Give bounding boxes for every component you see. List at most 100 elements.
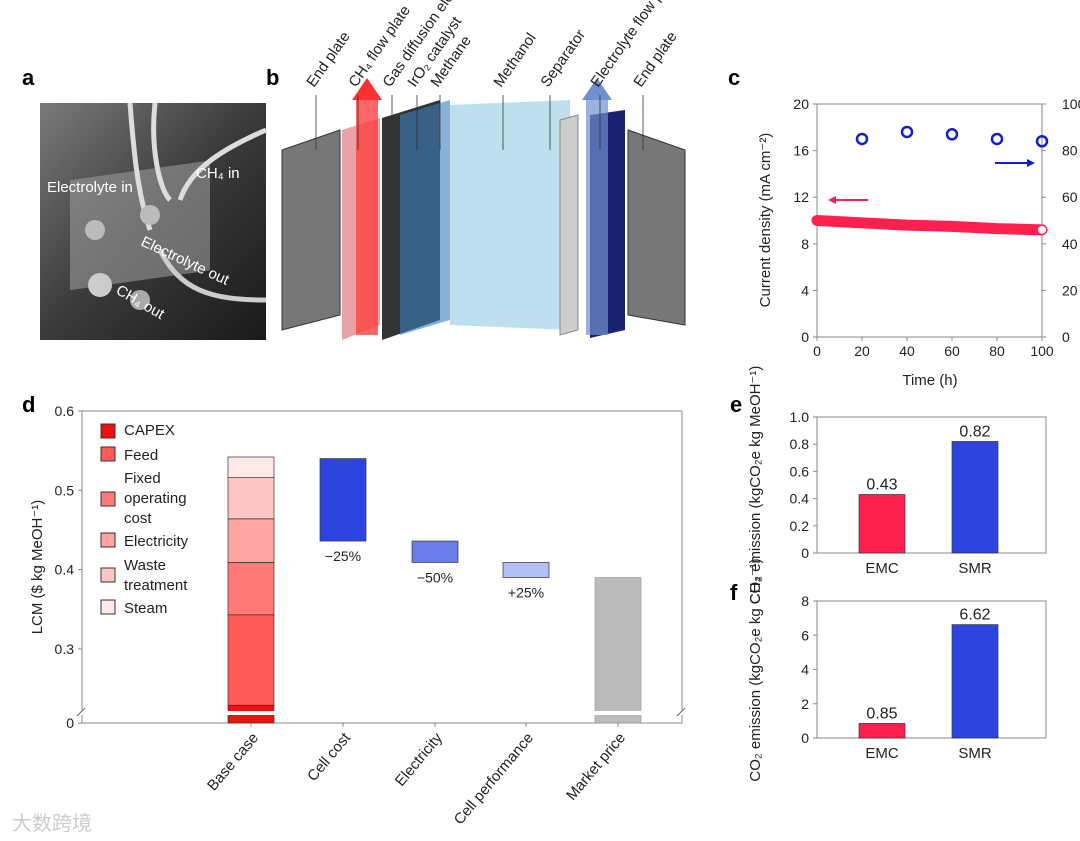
legend-swatch: [100, 567, 116, 583]
legend-swatch: [100, 599, 116, 615]
panel-e-letter: e: [730, 392, 742, 417]
stack-segment-steam: [227, 456, 275, 478]
legend-label: CAPEX: [124, 422, 175, 439]
x-tick-label: Electricity: [392, 729, 447, 789]
chart-f-ylabel: CO₂ emission (kgCO₂e kg CH₄⁻¹): [747, 558, 764, 781]
schematic-label: Methanol: [490, 30, 539, 90]
y-tick-label: 0: [801, 545, 809, 561]
bar-value-label: 0.85: [866, 705, 897, 722]
bar-smr: [951, 441, 999, 554]
stack-segment-feed: [227, 614, 275, 706]
x-tick-label: Cell performance: [451, 730, 537, 828]
data-point: [900, 125, 914, 139]
y-tick-label: 8: [801, 593, 809, 609]
step-bar: [502, 562, 550, 578]
axis-break-mark: [76, 707, 86, 717]
data-point: [990, 132, 1004, 146]
y-tick-label: 0: [801, 730, 809, 746]
bar-smr: [951, 624, 999, 739]
photo-label-ch4-in: CH₄ in: [196, 165, 240, 182]
y2-tick-label: 40: [1062, 236, 1078, 252]
y-tick-label: 0.4: [55, 562, 75, 578]
y-tick-label: 0: [66, 715, 74, 731]
panel-c-letter: c: [728, 65, 740, 90]
legend-label: Waste treatment: [124, 557, 188, 594]
x-tick-label: EMC: [865, 745, 899, 762]
y-tick-label: 0.2: [790, 518, 810, 534]
x-tick-label: 100: [1030, 343, 1054, 359]
y2-tick-label: 0: [1062, 329, 1070, 345]
y-tick-label: 0.8: [790, 436, 810, 452]
y-tick-label: 4: [801, 662, 809, 678]
chart-e-frame: [816, 416, 1047, 554]
y2-tick-label: 20: [1062, 282, 1078, 298]
chart-c-ylabel: Current density (mA cm⁻²): [757, 133, 774, 308]
x-tick-label: Base case: [204, 730, 262, 795]
y-tick-label: 12: [793, 189, 809, 205]
y-tick-label: 0.4: [790, 491, 810, 507]
legend-label: Electricity: [124, 533, 189, 550]
stack-segment-electricity: [227, 518, 275, 563]
x-tick-label: 20: [854, 343, 870, 359]
legend-swatch: [100, 423, 116, 439]
stack-segment-waste-treatment: [227, 477, 275, 520]
axis-break-mark: [676, 707, 686, 717]
bar-value-label: 6.62: [959, 607, 990, 624]
y2-tick-label: 60: [1062, 189, 1078, 205]
panel-d-letter: d: [22, 392, 35, 417]
legend-label: Feed: [124, 447, 158, 464]
x-tick-label: 0: [813, 343, 821, 359]
chart-d-frame: [81, 410, 683, 724]
photo-label-electrolyte-in: Electrolyte in: [47, 179, 133, 196]
y-tick-label: 0.5: [55, 482, 75, 498]
y-tick-label: 8: [801, 236, 809, 252]
y-tick-label: 4: [801, 282, 809, 298]
x-tick-label: Market price: [563, 730, 629, 804]
x-tick-label: 60: [944, 343, 960, 359]
data-point: [945, 128, 959, 141]
bar-emc: [858, 723, 906, 739]
y-tick-label: 1.0: [790, 409, 810, 425]
watermark: 大数跨境: [12, 812, 92, 835]
legend-label: Steam: [124, 600, 167, 617]
y-tick-label: 16: [793, 143, 809, 159]
step-bar: [411, 540, 459, 563]
data-point: [1035, 135, 1049, 148]
market-price-bar: [594, 577, 642, 724]
chart-e-ylabel: CO₂ emission (kgCO₂e kg MeOH⁻¹): [747, 366, 764, 605]
y-tick-label: 0: [801, 329, 809, 345]
y-tick-label: 6: [801, 627, 809, 643]
bar-emc: [858, 494, 906, 554]
panel-a-letter: a: [22, 65, 35, 90]
step-label: −50%: [417, 569, 453, 585]
panel-a-photo: [40, 102, 267, 340]
stack-segment-fixed-operating-cost: [227, 562, 275, 616]
panel-b-letter: b: [266, 65, 279, 90]
y-tick-label: 2: [801, 696, 809, 712]
y-tick-label: 20: [793, 96, 809, 112]
bar-value-label: 0.43: [866, 477, 897, 494]
schematic-label: Separator: [537, 27, 589, 91]
legend-swatch: [100, 446, 116, 462]
step-bar: [319, 458, 367, 542]
y2-tick-label: 100: [1062, 96, 1080, 112]
step-label: −25%: [325, 548, 361, 564]
current-density-end-marker: [1038, 225, 1046, 234]
cell-schematic: [281, 78, 686, 340]
axis-break-gap: [76, 711, 688, 715]
x-tick-label: Cell cost: [304, 729, 355, 785]
y-tick-label: 0.6: [55, 403, 75, 419]
x-tick-label: 80: [989, 343, 1005, 359]
chart-d-ylabel: LCM ($ kg MeOH⁻¹): [29, 500, 46, 635]
step-label: +25%: [508, 585, 544, 601]
legend-swatch: [100, 491, 116, 507]
left-axis-arrowhead: [828, 196, 836, 204]
bar-value-label: 0.82: [959, 423, 990, 440]
legend-label: Fixed operating cost: [124, 470, 187, 527]
current-density-line: [811, 215, 1048, 236]
x-tick-label: SMR: [958, 560, 992, 577]
panel-f-letter: f: [730, 580, 738, 605]
chart-f-frame: [816, 600, 1047, 739]
